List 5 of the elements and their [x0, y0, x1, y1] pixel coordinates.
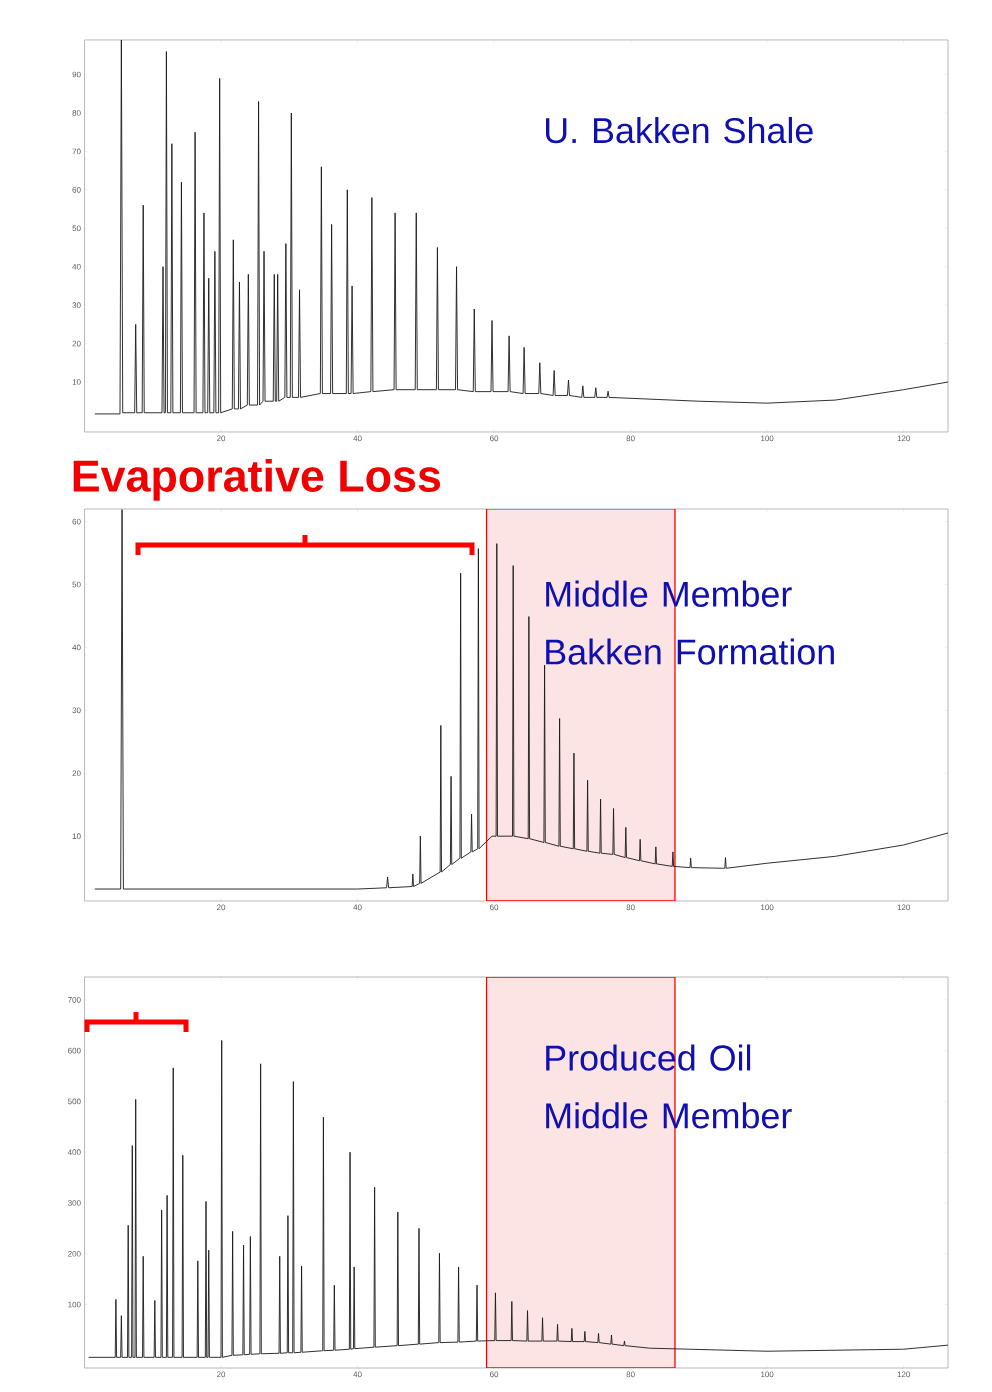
- annotation: U. Bakken Shale: [546, 116, 813, 144]
- line-series: [94, 509, 949, 890]
- line-series: [88, 1040, 949, 1358]
- line-series: [94, 39, 949, 415]
- chart-title: Evaporative Loss: [73, 459, 441, 501]
